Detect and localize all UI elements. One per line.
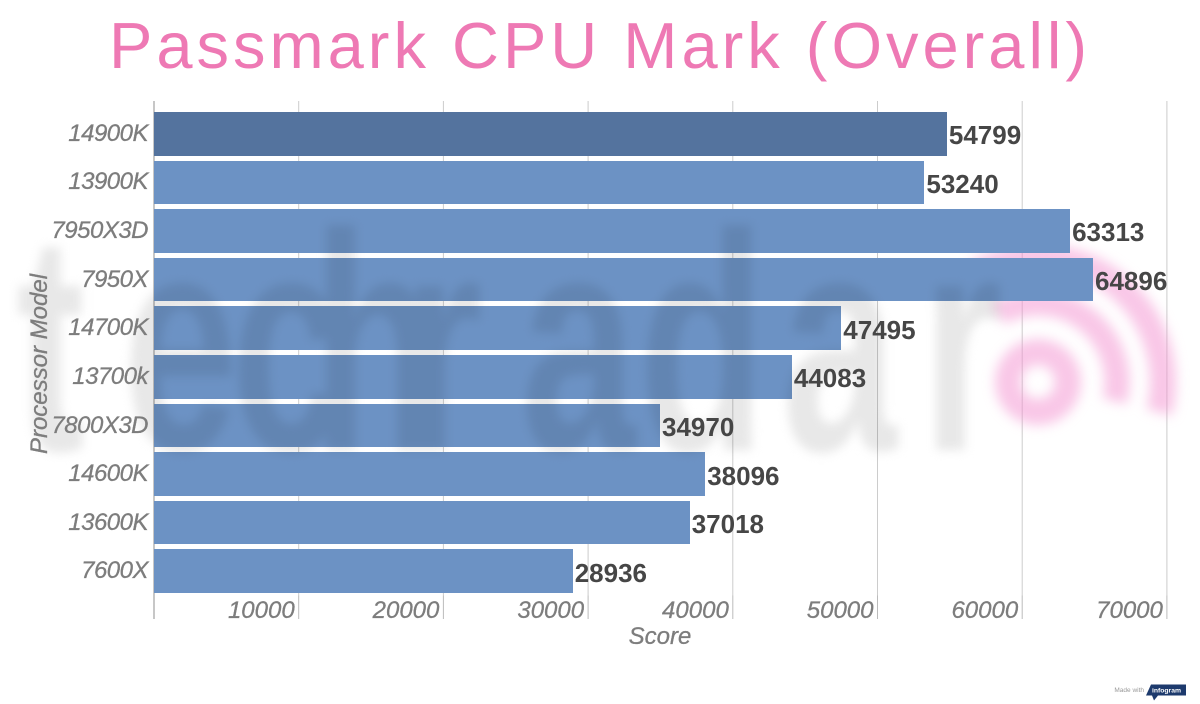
svg-text:infogram: infogram <box>1152 688 1181 695</box>
svg-text:Made with: Made with <box>1114 687 1144 694</box>
